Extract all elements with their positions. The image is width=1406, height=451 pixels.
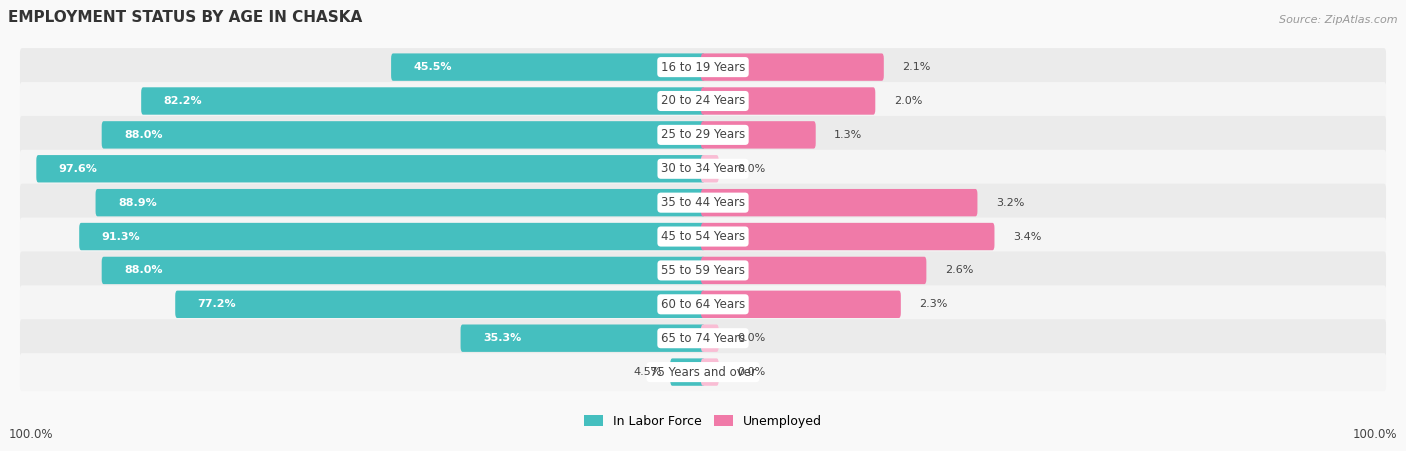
FancyBboxPatch shape <box>20 217 1386 256</box>
Text: 77.2%: 77.2% <box>198 299 236 309</box>
Text: 0.0%: 0.0% <box>737 333 765 343</box>
Text: 100.0%: 100.0% <box>8 428 53 441</box>
Text: 45 to 54 Years: 45 to 54 Years <box>661 230 745 243</box>
Text: 4.5%: 4.5% <box>633 367 661 377</box>
FancyBboxPatch shape <box>391 53 704 81</box>
FancyBboxPatch shape <box>702 223 994 250</box>
Text: 1.3%: 1.3% <box>834 130 862 140</box>
FancyBboxPatch shape <box>461 325 704 352</box>
FancyBboxPatch shape <box>702 121 815 148</box>
Text: Source: ZipAtlas.com: Source: ZipAtlas.com <box>1279 15 1398 26</box>
Text: 2.0%: 2.0% <box>894 96 922 106</box>
FancyBboxPatch shape <box>101 121 704 148</box>
Legend: In Labor Force, Unemployed: In Labor Force, Unemployed <box>579 410 827 433</box>
Text: 3.4%: 3.4% <box>1012 231 1042 242</box>
FancyBboxPatch shape <box>702 155 718 183</box>
Text: EMPLOYMENT STATUS BY AGE IN CHASKA: EMPLOYMENT STATUS BY AGE IN CHASKA <box>8 10 363 26</box>
FancyBboxPatch shape <box>20 285 1386 323</box>
Text: 45.5%: 45.5% <box>413 62 453 72</box>
FancyBboxPatch shape <box>20 48 1386 86</box>
Text: 2.6%: 2.6% <box>945 266 973 276</box>
FancyBboxPatch shape <box>702 257 927 284</box>
FancyBboxPatch shape <box>702 189 977 216</box>
Text: 35 to 44 Years: 35 to 44 Years <box>661 196 745 209</box>
Text: 16 to 19 Years: 16 to 19 Years <box>661 60 745 74</box>
Text: 82.2%: 82.2% <box>163 96 202 106</box>
Text: 2.3%: 2.3% <box>920 299 948 309</box>
FancyBboxPatch shape <box>141 87 704 115</box>
FancyBboxPatch shape <box>37 155 704 183</box>
Text: 97.6%: 97.6% <box>59 164 97 174</box>
FancyBboxPatch shape <box>702 53 884 81</box>
FancyBboxPatch shape <box>20 82 1386 120</box>
FancyBboxPatch shape <box>79 223 704 250</box>
Text: 88.9%: 88.9% <box>118 198 157 207</box>
FancyBboxPatch shape <box>20 319 1386 357</box>
Text: 55 to 59 Years: 55 to 59 Years <box>661 264 745 277</box>
FancyBboxPatch shape <box>96 189 704 216</box>
Text: 88.0%: 88.0% <box>124 266 163 276</box>
Text: 2.1%: 2.1% <box>903 62 931 72</box>
Text: 30 to 34 Years: 30 to 34 Years <box>661 162 745 175</box>
FancyBboxPatch shape <box>702 359 718 386</box>
FancyBboxPatch shape <box>702 290 901 318</box>
FancyBboxPatch shape <box>20 252 1386 290</box>
FancyBboxPatch shape <box>20 353 1386 391</box>
Text: 0.0%: 0.0% <box>737 164 765 174</box>
FancyBboxPatch shape <box>20 184 1386 221</box>
FancyBboxPatch shape <box>702 87 876 115</box>
Text: 75 Years and over: 75 Years and over <box>650 366 756 378</box>
FancyBboxPatch shape <box>101 257 704 284</box>
Text: 91.3%: 91.3% <box>101 231 141 242</box>
Text: 100.0%: 100.0% <box>1353 428 1398 441</box>
Text: 20 to 24 Years: 20 to 24 Years <box>661 95 745 107</box>
FancyBboxPatch shape <box>702 325 718 352</box>
Text: 3.2%: 3.2% <box>995 198 1024 207</box>
Text: 65 to 74 Years: 65 to 74 Years <box>661 331 745 345</box>
Text: 25 to 29 Years: 25 to 29 Years <box>661 129 745 141</box>
FancyBboxPatch shape <box>176 290 704 318</box>
FancyBboxPatch shape <box>20 116 1386 154</box>
Text: 35.3%: 35.3% <box>484 333 522 343</box>
Text: 60 to 64 Years: 60 to 64 Years <box>661 298 745 311</box>
Text: 88.0%: 88.0% <box>124 130 163 140</box>
FancyBboxPatch shape <box>20 150 1386 188</box>
FancyBboxPatch shape <box>671 359 704 386</box>
Text: 0.0%: 0.0% <box>737 367 765 377</box>
